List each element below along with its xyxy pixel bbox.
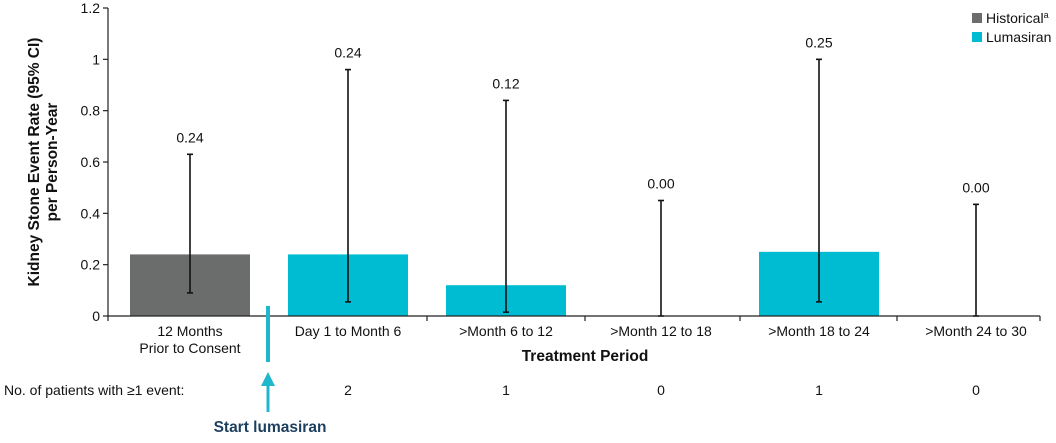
legend-swatch-lumasiran (972, 32, 982, 42)
category-label: >Month 18 to 24 (768, 323, 870, 339)
category-label: >Month 12 to 18 (610, 323, 712, 339)
x-ticks-group (107, 316, 1041, 321)
y-axis-title-line2: per Person-Year (44, 103, 61, 222)
data-labels-group: 0.24 0.24 0.12 0.00 0.25 0.00 (176, 34, 989, 195)
patients-count: 1 (502, 382, 510, 398)
patients-count: 2 (344, 382, 352, 398)
y-tick-label: 0.6 (81, 154, 101, 170)
category-label: >Month 24 to 30 (925, 323, 1027, 339)
patients-count: 0 (657, 382, 665, 398)
y-axis-title-line1: Kidney Stone Event Rate (95% CI) (26, 38, 43, 287)
data-label: 0.12 (492, 75, 519, 91)
patients-counts-group: 2 1 0 1 0 (344, 382, 980, 398)
category-label: >Month 6 to 12 (459, 323, 553, 339)
y-tick-label: 0.8 (81, 103, 101, 119)
x-axis-title: Treatment Period (522, 348, 649, 365)
y-tick-label: 0 (92, 308, 100, 324)
legend-label-lumasiran: Lumasiran (986, 29, 1051, 45)
legend: Historicala Lumasiran (972, 10, 1051, 45)
data-label: 0.25 (805, 34, 832, 50)
y-axis-title: Kidney Stone Event Rate (95% CI) per Per… (26, 38, 61, 287)
patients-row-label: No. of patients with ≥1 event: (4, 382, 184, 398)
data-label: 0.00 (962, 179, 989, 195)
bars-group (130, 251, 879, 316)
legend-swatch-historical (972, 13, 982, 23)
y-tick-label: 0.2 (81, 257, 101, 273)
start-marker-label: Start lumasiran (214, 419, 327, 436)
legend-label-historical-text: Historical (986, 10, 1044, 26)
data-label: 0.24 (176, 129, 203, 145)
category-label: Prior to Consent (139, 340, 240, 356)
patients-count: 1 (815, 382, 823, 398)
legend-label-historical-sup: a (1044, 10, 1049, 20)
patients-count: 0 (972, 382, 980, 398)
y-ticks-group: 0 0.2 0.4 0.6 0.8 1 1.2 (81, 0, 108, 324)
y-tick-label: 1.2 (81, 0, 101, 16)
y-tick-label: 1 (92, 51, 100, 67)
y-tick-label: 0.4 (81, 205, 101, 221)
start-marker-arrow-head (261, 372, 275, 386)
data-label: 0.00 (647, 176, 674, 192)
error-bars-group (187, 58, 979, 317)
start-marker: Start lumasiran (214, 306, 327, 436)
legend-label-historical: Historicala (986, 10, 1049, 26)
data-label: 0.24 (334, 45, 361, 61)
category-label: Day 1 to Month 6 (295, 323, 402, 339)
category-label: 12 Months (157, 323, 222, 339)
start-marker-bar (266, 306, 270, 362)
